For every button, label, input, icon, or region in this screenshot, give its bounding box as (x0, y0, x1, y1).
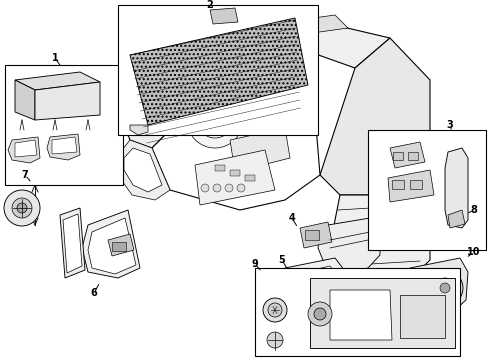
Text: 4: 4 (289, 213, 295, 223)
Circle shape (201, 184, 209, 192)
Bar (305, 230, 319, 240)
Circle shape (4, 190, 40, 226)
Polygon shape (445, 148, 468, 228)
Polygon shape (124, 148, 162, 192)
Circle shape (237, 184, 245, 192)
Polygon shape (118, 140, 170, 200)
Polygon shape (52, 137, 77, 154)
Polygon shape (388, 170, 434, 202)
Polygon shape (8, 137, 40, 163)
Polygon shape (130, 18, 308, 125)
Polygon shape (152, 52, 320, 210)
Circle shape (254, 94, 282, 122)
Bar (408, 152, 418, 160)
Polygon shape (82, 210, 140, 278)
Bar (393, 152, 403, 160)
Circle shape (197, 102, 233, 138)
Circle shape (314, 308, 326, 320)
Polygon shape (130, 125, 148, 135)
Bar (368, 130, 486, 250)
Circle shape (225, 184, 233, 192)
Circle shape (308, 302, 332, 326)
Polygon shape (47, 134, 80, 160)
Polygon shape (400, 295, 445, 338)
Polygon shape (145, 10, 390, 68)
Circle shape (440, 283, 450, 293)
Polygon shape (60, 208, 85, 278)
Polygon shape (278, 258, 348, 322)
Polygon shape (318, 218, 380, 272)
Text: 3: 3 (446, 120, 453, 130)
Polygon shape (195, 150, 275, 205)
Polygon shape (63, 214, 82, 273)
Circle shape (213, 184, 221, 192)
Text: 9: 9 (252, 259, 258, 269)
Bar (215, 165, 225, 171)
Polygon shape (108, 234, 134, 256)
Bar (245, 175, 255, 181)
Circle shape (268, 303, 282, 317)
Circle shape (17, 203, 27, 213)
Bar (118, 5, 318, 135)
Polygon shape (230, 128, 290, 172)
Bar (392, 183, 408, 193)
Circle shape (246, 86, 290, 130)
Bar (5, 65, 123, 185)
Polygon shape (330, 290, 392, 340)
Polygon shape (390, 142, 425, 168)
Polygon shape (320, 38, 430, 195)
Polygon shape (285, 15, 348, 35)
Bar (230, 170, 240, 176)
Text: 6: 6 (91, 288, 98, 298)
Polygon shape (15, 140, 37, 157)
Circle shape (12, 198, 32, 218)
Polygon shape (330, 175, 430, 280)
Circle shape (435, 278, 455, 298)
Polygon shape (310, 278, 455, 348)
Circle shape (427, 270, 463, 306)
Circle shape (187, 92, 243, 148)
Polygon shape (15, 80, 35, 120)
Bar (255, 268, 460, 356)
Polygon shape (280, 266, 340, 316)
Polygon shape (408, 258, 468, 312)
Text: 8: 8 (470, 205, 477, 215)
Text: 10: 10 (467, 247, 481, 257)
Polygon shape (118, 28, 180, 148)
Polygon shape (35, 82, 100, 120)
Polygon shape (448, 210, 465, 228)
Polygon shape (300, 222, 332, 248)
Text: 5: 5 (279, 255, 285, 265)
Bar (410, 180, 422, 189)
Bar (392, 180, 404, 189)
Polygon shape (188, 30, 245, 48)
Bar (112, 242, 126, 251)
Bar (372, 165, 388, 175)
Circle shape (267, 332, 283, 348)
Text: 1: 1 (51, 53, 58, 63)
Polygon shape (210, 8, 238, 24)
Text: 7: 7 (22, 170, 28, 180)
Text: 2: 2 (207, 0, 213, 10)
Circle shape (263, 298, 287, 322)
Polygon shape (88, 218, 136, 274)
Polygon shape (15, 72, 100, 90)
